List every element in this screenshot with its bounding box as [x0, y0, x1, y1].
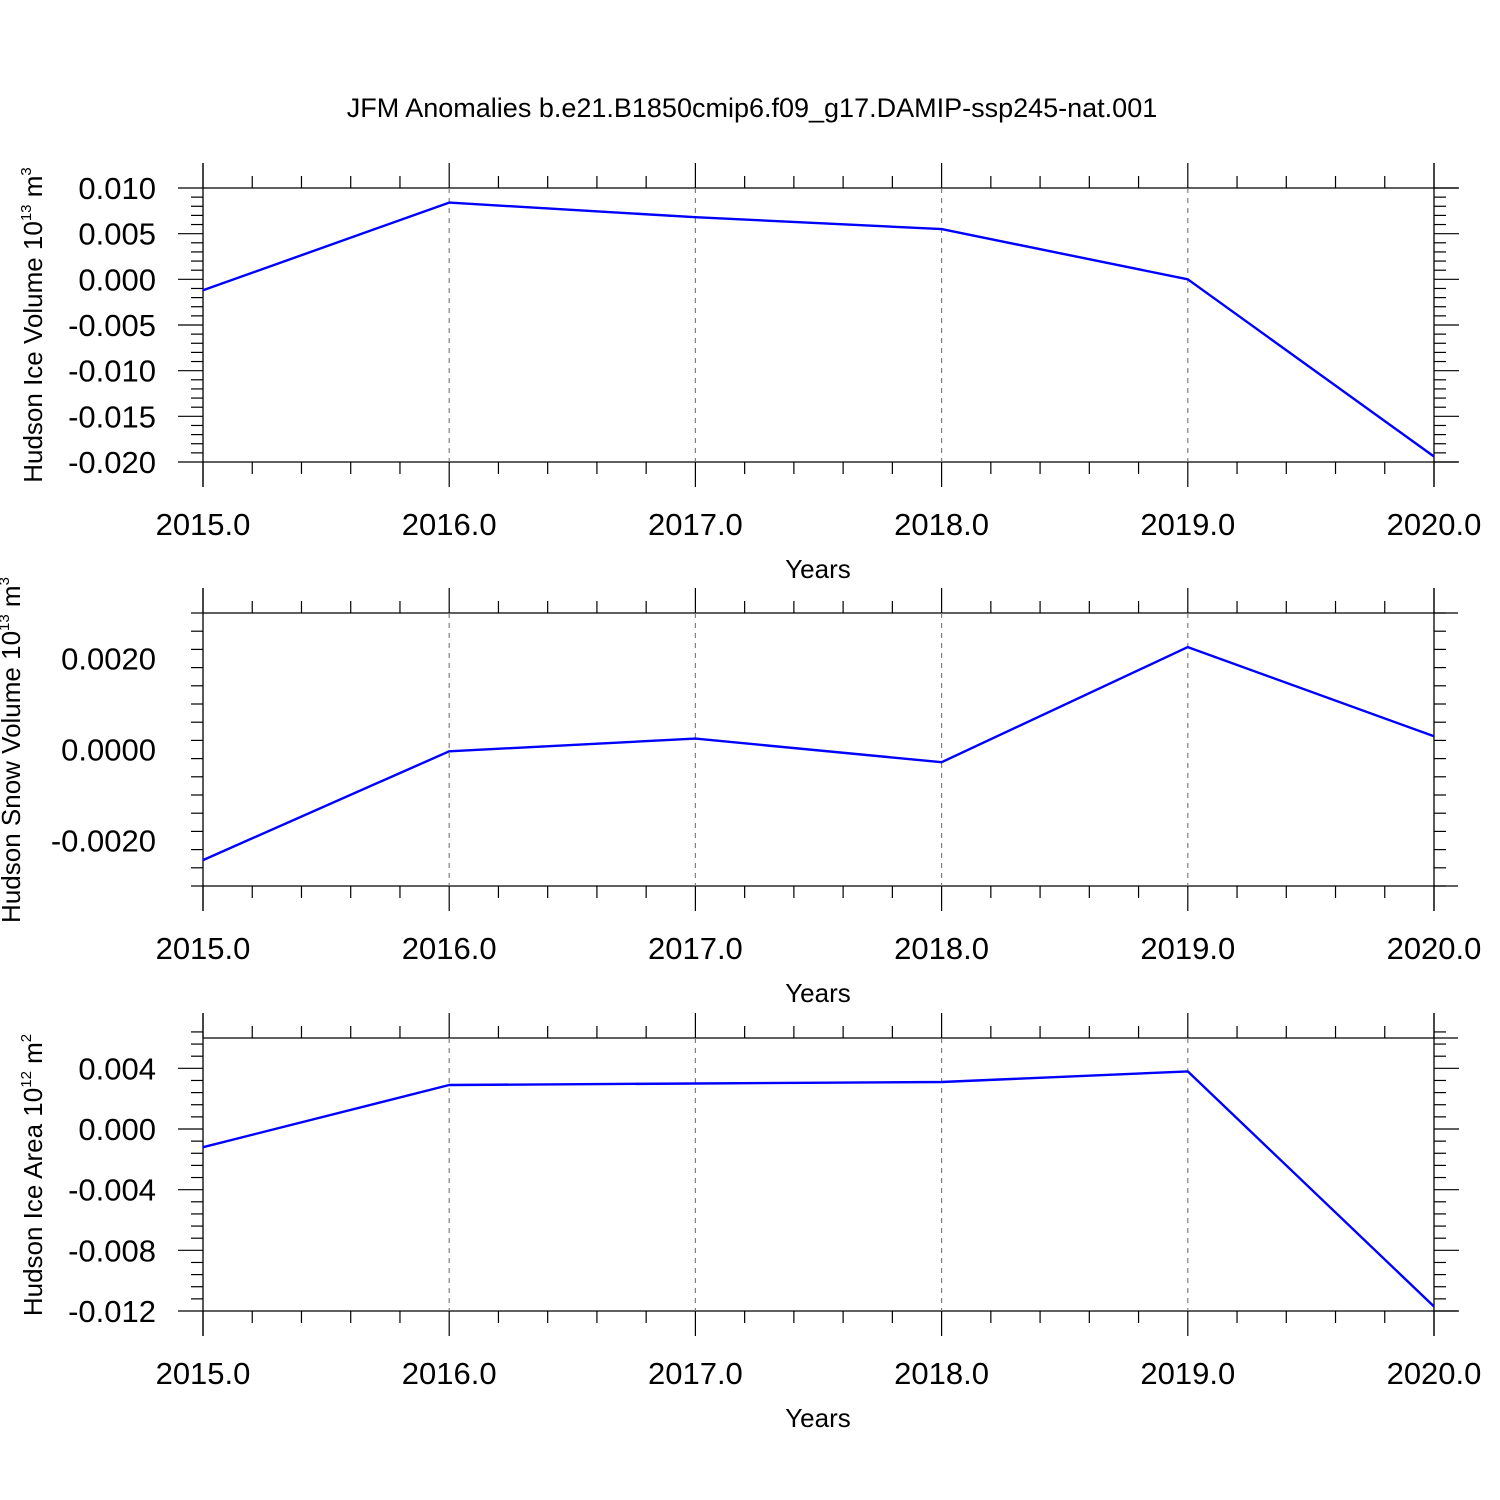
x-tick-label: 2015.0 — [156, 507, 251, 542]
y-tick-label: -0.005 — [68, 308, 156, 343]
y-tick-label: -0.015 — [68, 399, 156, 434]
x-tick-label: 2016.0 — [402, 507, 497, 542]
x-tick-label: 2017.0 — [648, 507, 743, 542]
y-tick-label: 0.004 — [78, 1051, 156, 1086]
y-tick-label: 0.0020 — [61, 642, 156, 677]
series-line — [202, 645, 1435, 862]
x-tick-label: 2019.0 — [1140, 1356, 1235, 1391]
x-tick-label: 2019.0 — [1140, 931, 1235, 966]
y-tick-label: -0.008 — [68, 1233, 156, 1268]
y-tick-label: 0.0000 — [61, 733, 156, 768]
y-tick-label: -0.020 — [68, 445, 156, 480]
x-axis-label: Years — [785, 978, 851, 1008]
x-tick-label: 2016.0 — [402, 1356, 497, 1391]
x-tick-label: 2017.0 — [648, 931, 743, 966]
chart-panel-1: 2015.0 2016.0 2017.0 2018.0 2019.0 2020.0 -0.0… — [18, 163, 1481, 584]
chart-panels: 2015.0 2016.0 2017.0 2018.0 2019.0 2020.0 -0.0… — [0, 163, 1481, 1433]
x-tick-label: 2016.0 — [402, 931, 497, 966]
y-tick-label: -0.0020 — [51, 824, 156, 859]
x-tick-label: 2020.0 — [1387, 507, 1482, 542]
x-axis-label: Years — [785, 1403, 851, 1433]
chart-panel-2: 2015.0 2016.0 2017.0 2018.0 2019.0 2020.0 -0.0… — [0, 577, 1481, 1008]
x-tick-label: 2018.0 — [894, 507, 989, 542]
y-tick-label: 0.005 — [78, 217, 156, 252]
x-axis-label: Years — [785, 554, 851, 584]
y-axis-label: Hudson Ice Volume 1013 m3 — [18, 167, 48, 483]
x-tick-label: 2018.0 — [894, 1356, 989, 1391]
y-tick-label: -0.012 — [68, 1294, 156, 1329]
y-tick-label: 0.010 — [78, 171, 156, 206]
x-tick-label: 2018.0 — [894, 931, 989, 966]
chart-title: JFM Anomalies b.e21.B1850cmip6.f09_g17.D… — [347, 93, 1157, 123]
y-tick-label: 0.000 — [78, 262, 156, 297]
series-line — [202, 1070, 1435, 1308]
y-tick-label: -0.010 — [68, 354, 156, 389]
x-tick-label: 2015.0 — [156, 931, 251, 966]
x-tick-label: 2015.0 — [156, 1356, 251, 1391]
series-line — [202, 201, 1435, 458]
x-tick-label: 2017.0 — [648, 1356, 743, 1391]
y-tick-label: -0.004 — [68, 1173, 156, 1208]
y-tick-label: 0.000 — [78, 1112, 156, 1147]
x-tick-label: 2019.0 — [1140, 507, 1235, 542]
y-axis-label: Hudson Snow Volume 1013 m3 — [0, 577, 26, 923]
y-axis-label: Hudson Ice Area 1012 m2 — [18, 1034, 48, 1316]
chart-panel-3: 2015.0 2016.0 2017.0 2018.0 2019.0 2020.0 -0.0… — [18, 1013, 1481, 1433]
x-tick-label: 2020.0 — [1387, 931, 1482, 966]
x-tick-label: 2020.0 — [1387, 1356, 1482, 1391]
